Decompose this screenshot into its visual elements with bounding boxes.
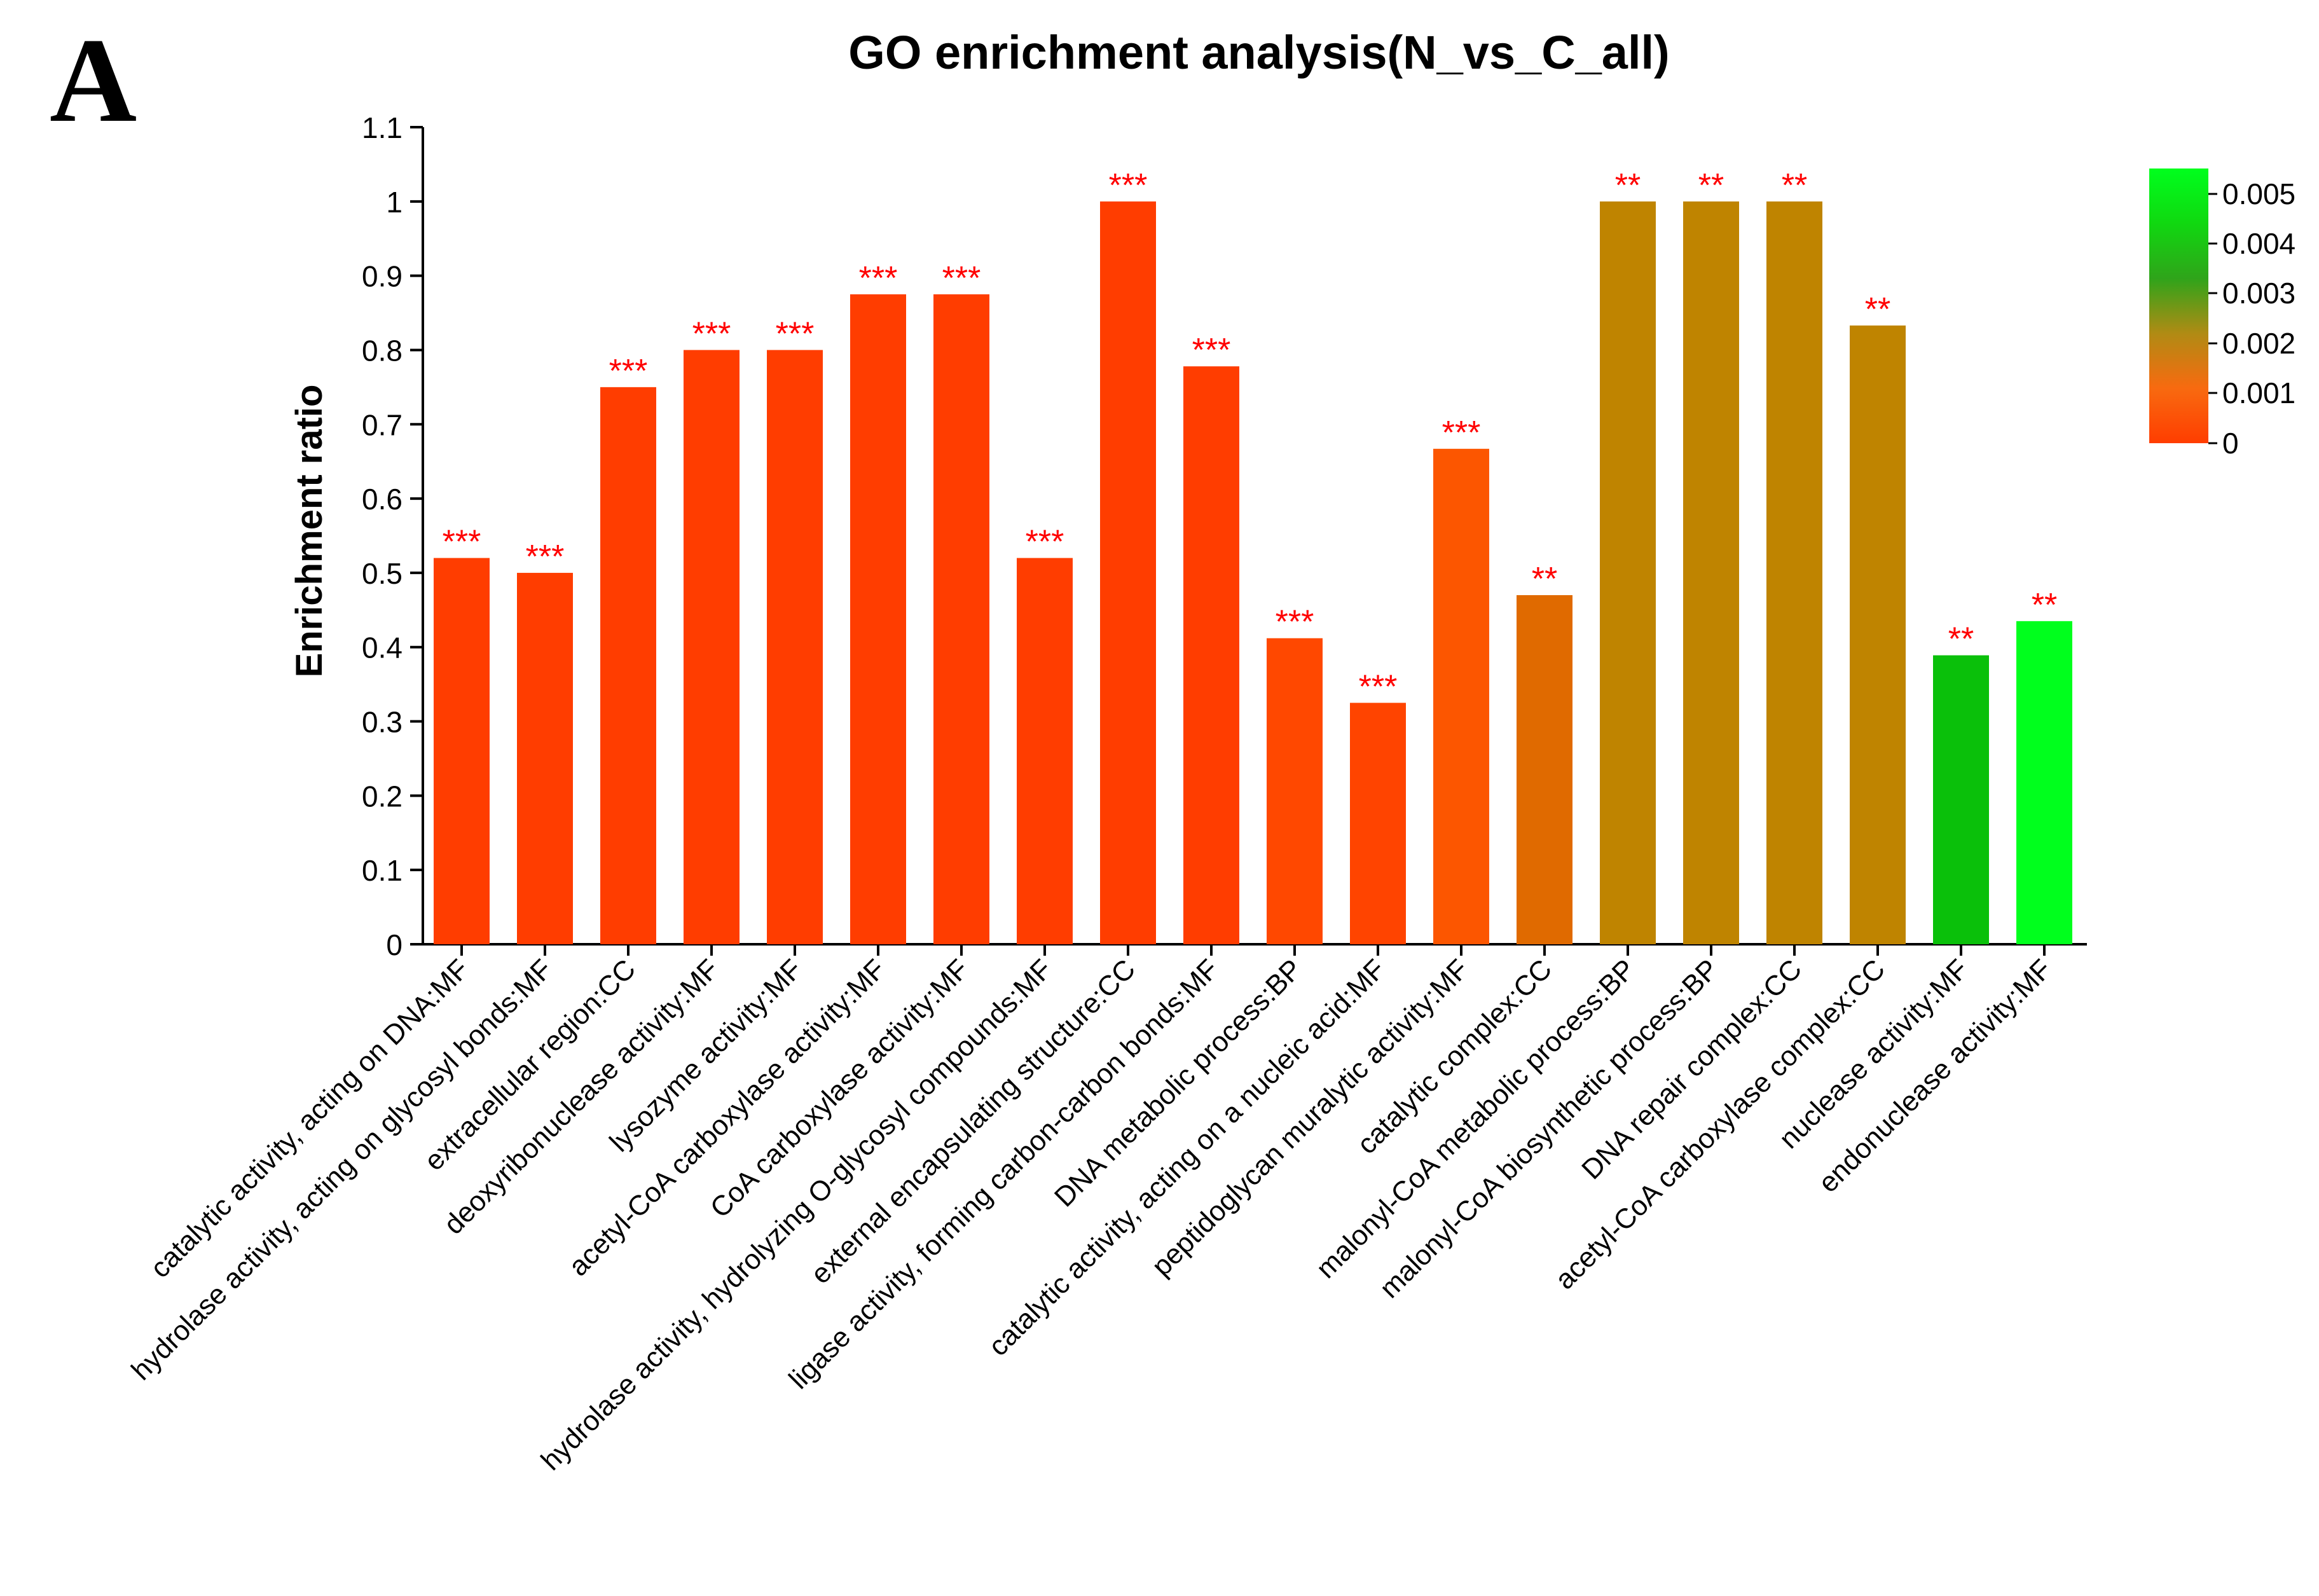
bars: *** ********* ****** **********************… [434,167,2072,956]
y-tick-label: 0.9 [362,260,403,293]
bar [684,350,740,944]
significance-label: *** [942,260,981,297]
y-tick-label: 1.1 [362,111,403,144]
colorbar-legend: 0.005 0.004 0.003 0.002 0.001 0 [2149,169,2295,460]
panel-label: A [50,14,137,148]
y-tick-label: 0.4 [362,631,403,664]
y-tick-label: 1 [386,186,403,219]
significance-label: *** [1109,167,1148,204]
bar [1933,655,1989,944]
bar [767,350,823,944]
colorbar-tick-label: 0.005 [2222,177,2295,210]
bar [850,294,906,944]
colorbar-tick-label: 0 [2222,427,2239,460]
bar [1017,558,1073,944]
bar [1183,366,1239,944]
bar [1267,638,1323,944]
y-tick-label: 0.2 [362,780,403,813]
bar [517,572,573,944]
significance-label: ** [1615,167,1641,204]
colorbar-tick-label: 0.002 [2222,327,2295,360]
significance-label: *** [1026,524,1064,561]
y-tick-label: 0.3 [362,706,403,739]
x-tick-labels: catalytic activity, acting on DNA:MFhydr… [125,953,2058,1476]
significance-label: *** [443,524,481,561]
x-tick-label: catalytic activity, acting on DNA:MF [144,953,475,1284]
bar [600,387,656,944]
significance-label: *** [609,353,648,390]
significance-label: *** [1276,604,1314,641]
significance-label: ** [1782,167,1807,204]
bar [1100,201,1156,945]
y-tick-label: 0.7 [362,408,403,441]
significance-label: *** [692,315,731,352]
y-tick-label: 0.5 [362,557,403,590]
bar [933,294,989,944]
significance-label: ** [1948,621,1974,658]
bar [1517,595,1572,944]
significance-label: ** [1532,561,1557,598]
significance-label: *** [526,539,565,575]
y-axis-label: Enrichment ratio [289,385,330,678]
significance-label: *** [859,260,898,297]
bar [1850,325,1906,944]
chart-title: GO enrichment analysis(N_vs_C_all) [848,26,1669,79]
significance-label: ** [1698,167,1724,204]
y-tick-label: 0.1 [362,854,403,887]
x-tick-label: catalytic activity, acting on a nucleic … [982,953,1391,1362]
bar [434,558,490,944]
bar [1683,201,1739,945]
y-tick-label: 0 [386,928,403,961]
bar [1433,448,1489,944]
significance-label: ** [1865,291,1890,328]
significance-label: *** [1442,415,1481,451]
significance-label: *** [1192,332,1231,369]
colorbar-gradient [2149,169,2208,443]
bar [1600,201,1656,945]
colorbar-tick-label: 0.004 [2222,227,2295,260]
y-tick-label: 0.8 [362,334,403,367]
colorbar-tick-label: 0.003 [2222,277,2295,310]
bar [2016,621,2072,944]
significance-label: ** [2032,587,2057,624]
significance-label: *** [776,315,815,352]
significance-label: *** [1359,668,1398,705]
y-tick-label: 0.6 [362,483,403,516]
bar [1350,703,1406,944]
colorbar-tick-label: 0.001 [2222,376,2295,409]
bar [1766,201,1822,945]
